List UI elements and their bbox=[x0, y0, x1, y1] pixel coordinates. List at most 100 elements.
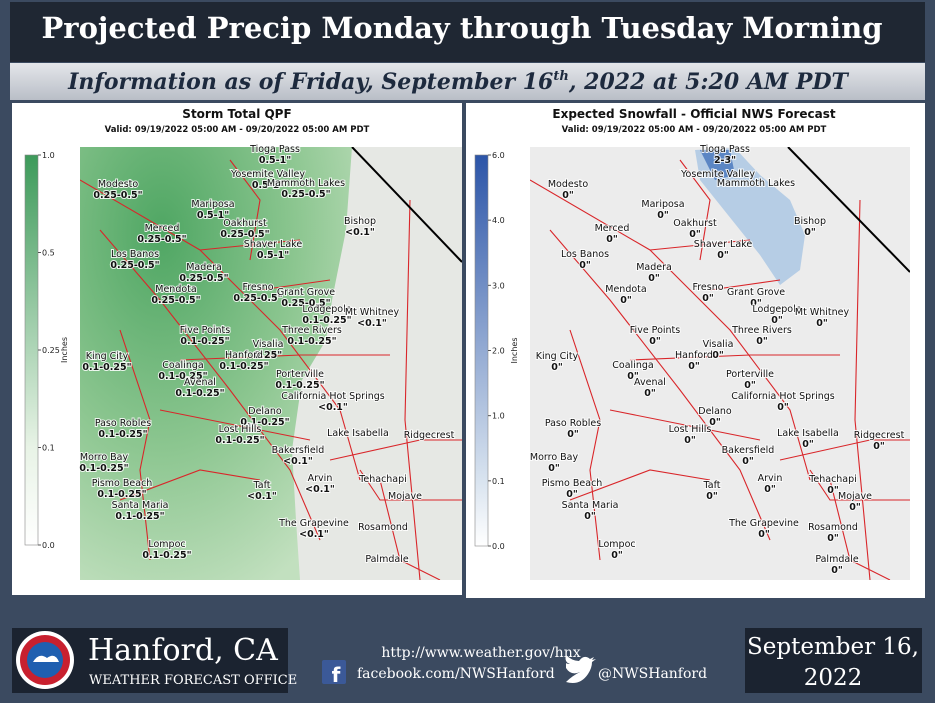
place-name: California Hot Springs bbox=[731, 391, 834, 402]
place-value: 0.25-0.5" bbox=[93, 190, 142, 201]
title-band bbox=[10, 2, 925, 62]
place-name: Lost Hills bbox=[669, 424, 712, 435]
place-value: 0" bbox=[831, 565, 843, 576]
place-value: 0.1-0.25" bbox=[302, 315, 351, 326]
place-name: Rosamond bbox=[808, 522, 858, 533]
map-right bbox=[530, 147, 910, 580]
place-name: Tioga Pass bbox=[699, 144, 750, 155]
place-value: 0.1-0.25" bbox=[240, 417, 289, 428]
colorbar-tick-label: 0.1 bbox=[492, 477, 505, 486]
place-name: Mariposa bbox=[641, 199, 684, 210]
colorbar-tick-label: 0.1 bbox=[42, 444, 55, 453]
place-value: 0" bbox=[567, 429, 579, 440]
place-name: Yosemite Valley bbox=[680, 169, 755, 180]
place-value: 0" bbox=[551, 362, 563, 373]
facebook: facebook.com/NWSHanford bbox=[357, 666, 555, 682]
place-value: 0" bbox=[606, 234, 618, 245]
place-value: 0.1-0.25" bbox=[142, 550, 191, 561]
place-name: Modesto bbox=[98, 179, 139, 190]
place-value: 0.1-0.25" bbox=[82, 362, 131, 373]
place-value: <0.1" bbox=[318, 402, 348, 413]
place-value: <0.1" bbox=[283, 456, 313, 467]
place-name: Grant Grove bbox=[727, 287, 785, 298]
place-name: Pismo Beach bbox=[542, 478, 603, 489]
place-name: Coalinga bbox=[612, 360, 653, 371]
place-value: 0.25-0.5" bbox=[281, 298, 330, 309]
snow-area bbox=[695, 148, 805, 285]
colorbar-tick-label: 1.0 bbox=[42, 151, 55, 160]
place-name: Bishop bbox=[794, 216, 826, 227]
place-value: <0.1" bbox=[345, 227, 375, 238]
place-value: 0" bbox=[688, 361, 700, 372]
place-value: 0" bbox=[584, 511, 596, 522]
place-name: Los Banos bbox=[111, 249, 159, 260]
place-value: 0" bbox=[873, 441, 885, 452]
place-value: 0.25-0.5" bbox=[137, 234, 186, 245]
place-name: Porterville bbox=[276, 369, 324, 380]
colorbar bbox=[474, 154, 489, 547]
place-name: Hanford bbox=[675, 350, 713, 361]
place-name: Mariposa bbox=[191, 199, 234, 210]
place-name: Tehachapi bbox=[808, 474, 857, 485]
place-name: Bakersfield bbox=[272, 445, 325, 456]
place-name: Coalinga bbox=[162, 360, 203, 371]
place-value: 0.25-0.5" bbox=[151, 295, 200, 306]
place-value: 0.25-0.5" bbox=[179, 273, 228, 284]
place-value: 0" bbox=[742, 456, 754, 467]
place-value: 0" bbox=[802, 439, 814, 450]
twitter: @NWSHanford bbox=[598, 666, 707, 682]
place-name: Mammoth Lakes bbox=[267, 178, 345, 189]
place-value: 0.25-0.5" bbox=[281, 189, 330, 200]
place-name: Merced bbox=[145, 223, 180, 234]
colorbar bbox=[24, 154, 39, 546]
url: http://www.weather.gov/hnx bbox=[381, 645, 580, 661]
place-value: 0.5-1" bbox=[257, 250, 289, 261]
place-name: Porterville bbox=[726, 369, 774, 380]
place-name: The Grapevine bbox=[278, 518, 349, 529]
place-name: Mendota bbox=[605, 284, 646, 295]
colorbar-tick-label: 0.0 bbox=[42, 541, 55, 550]
place-value: 0" bbox=[771, 315, 783, 326]
snow-area bbox=[700, 150, 735, 180]
place-value: 0" bbox=[548, 463, 560, 474]
place-name: Oakhurst bbox=[223, 218, 267, 229]
place-name: Mojave bbox=[388, 491, 422, 502]
subtitle-text: Information as of Friday, September 16 bbox=[67, 69, 553, 95]
place-value: 0" bbox=[566, 489, 578, 500]
date-line: September 16, bbox=[747, 634, 919, 660]
place-value: 0.1-0.25" bbox=[115, 511, 164, 522]
place-name: The Grapevine bbox=[728, 518, 799, 529]
place-name: Morro Bay bbox=[80, 452, 129, 463]
place-name: Rosamond bbox=[358, 522, 408, 533]
place-value: 0.1-0.25" bbox=[180, 336, 229, 347]
place-name: Paso Robles bbox=[95, 418, 151, 429]
place-name: Five Points bbox=[180, 325, 230, 336]
colorbar-tick-label: 0.25 bbox=[42, 346, 60, 355]
place-name: Arvin bbox=[308, 473, 333, 484]
border-line bbox=[787, 147, 910, 273]
place-name: Five Points bbox=[630, 325, 680, 336]
place-value: 0.1-0.25" bbox=[97, 489, 146, 500]
place-value: 0" bbox=[777, 402, 789, 413]
place-name: Delano bbox=[248, 406, 282, 417]
colorbar-tick-label: 0.5 bbox=[42, 249, 55, 258]
place-name: Three Rivers bbox=[281, 325, 342, 336]
place-name: Lake Isabella bbox=[327, 428, 389, 439]
facebook-glyph: f bbox=[332, 663, 341, 687]
place-value: 0" bbox=[648, 273, 660, 284]
place-value: 0" bbox=[706, 491, 718, 502]
date-line: 2022 bbox=[804, 665, 863, 691]
place-name: Avenal bbox=[184, 377, 216, 388]
place-name: Grant Grove bbox=[277, 287, 335, 298]
panel-valid: Valid: 09/19/2022 05:00 AM - 09/20/2022 … bbox=[105, 125, 370, 135]
place-value: 0.25-0.5" bbox=[233, 293, 282, 304]
nws-logo-cloud bbox=[33, 655, 59, 662]
place-value: 0" bbox=[562, 190, 574, 201]
place-name: Bakersfield bbox=[722, 445, 775, 456]
place-name: Los Banos bbox=[561, 249, 609, 260]
place-name: Mt Whitney bbox=[345, 307, 400, 318]
title: Projected Precip Monday through Tuesday … bbox=[42, 11, 883, 45]
place-value: <0.1" bbox=[305, 484, 335, 495]
place-name: Hanford bbox=[225, 350, 263, 361]
